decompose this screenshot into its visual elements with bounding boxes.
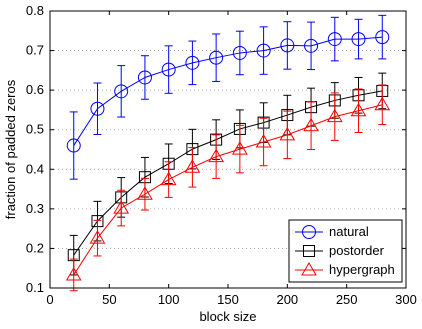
data-point [374,96,391,111]
legend-label: natural [329,224,369,239]
data-point [280,38,295,53]
data-point [65,266,82,281]
legend-label: postorder [329,243,385,258]
series-line [73,104,383,276]
data-point [161,62,176,77]
data-point [113,200,130,214]
y-tick-label: 0.1 [26,280,44,295]
series-layer [65,14,391,292]
y-tick-label: 0.4 [26,161,44,176]
x-tick-label: 100 [158,292,180,307]
legend: natural postorder hypergraph [288,219,403,283]
data-point [90,101,105,116]
y-tick-label: 0.8 [26,3,44,18]
series-hypergraph [65,84,391,292]
data-point [208,148,225,163]
data-point [185,55,200,70]
data-point [160,171,177,186]
data-point [304,38,319,53]
data-point [350,102,367,117]
x-tick-label: 300 [395,292,417,307]
legend-marker [301,262,317,276]
data-point [279,126,296,141]
data-point [231,141,248,155]
series-natural [66,14,390,180]
data-point [209,50,224,65]
data-point [256,43,271,58]
x-tick-label: 150 [217,292,239,307]
legend-entry-postorder: postorder [295,243,385,258]
x-tick-label: 0 [46,292,53,307]
x-tick-label: 200 [276,292,298,307]
data-point [255,133,272,148]
data-point [232,45,247,60]
y-tick-label: 0.7 [26,43,44,58]
data-point [375,30,390,45]
data-point [137,186,153,200]
data-point [326,108,343,123]
data-point [303,117,319,132]
data-point [184,159,201,173]
data-point [327,32,342,47]
series-line [73,90,383,256]
legend-label: hypergraph [329,262,395,277]
y-tick-label: 0.5 [26,122,44,137]
legend-marker [303,245,315,257]
data-point [89,230,106,244]
x-tick-label: 50 [102,292,116,307]
data-point [351,32,366,47]
y-axis-label: fraction of padded zeros [3,79,18,219]
legend-entry-natural: natural [295,224,369,239]
x-tick-label: 250 [336,292,358,307]
series-line [73,36,383,146]
legend-marker [302,225,316,239]
data-point [137,70,152,85]
y-tick-label: 0.6 [26,82,44,97]
y-tick-label: 0.3 [26,201,44,216]
axis-ticks: 0 50 100 150 200 250 300 0.1 0.2 0.3 0.4 0.5 0.6 0.7 0… [26,3,417,307]
data-point [114,84,129,99]
y-tick-label: 0.2 [26,240,44,255]
x-axis-label: block size [199,309,256,324]
legend-entry-hypergraph: hypergraph [295,262,395,277]
data-point [66,138,81,153]
